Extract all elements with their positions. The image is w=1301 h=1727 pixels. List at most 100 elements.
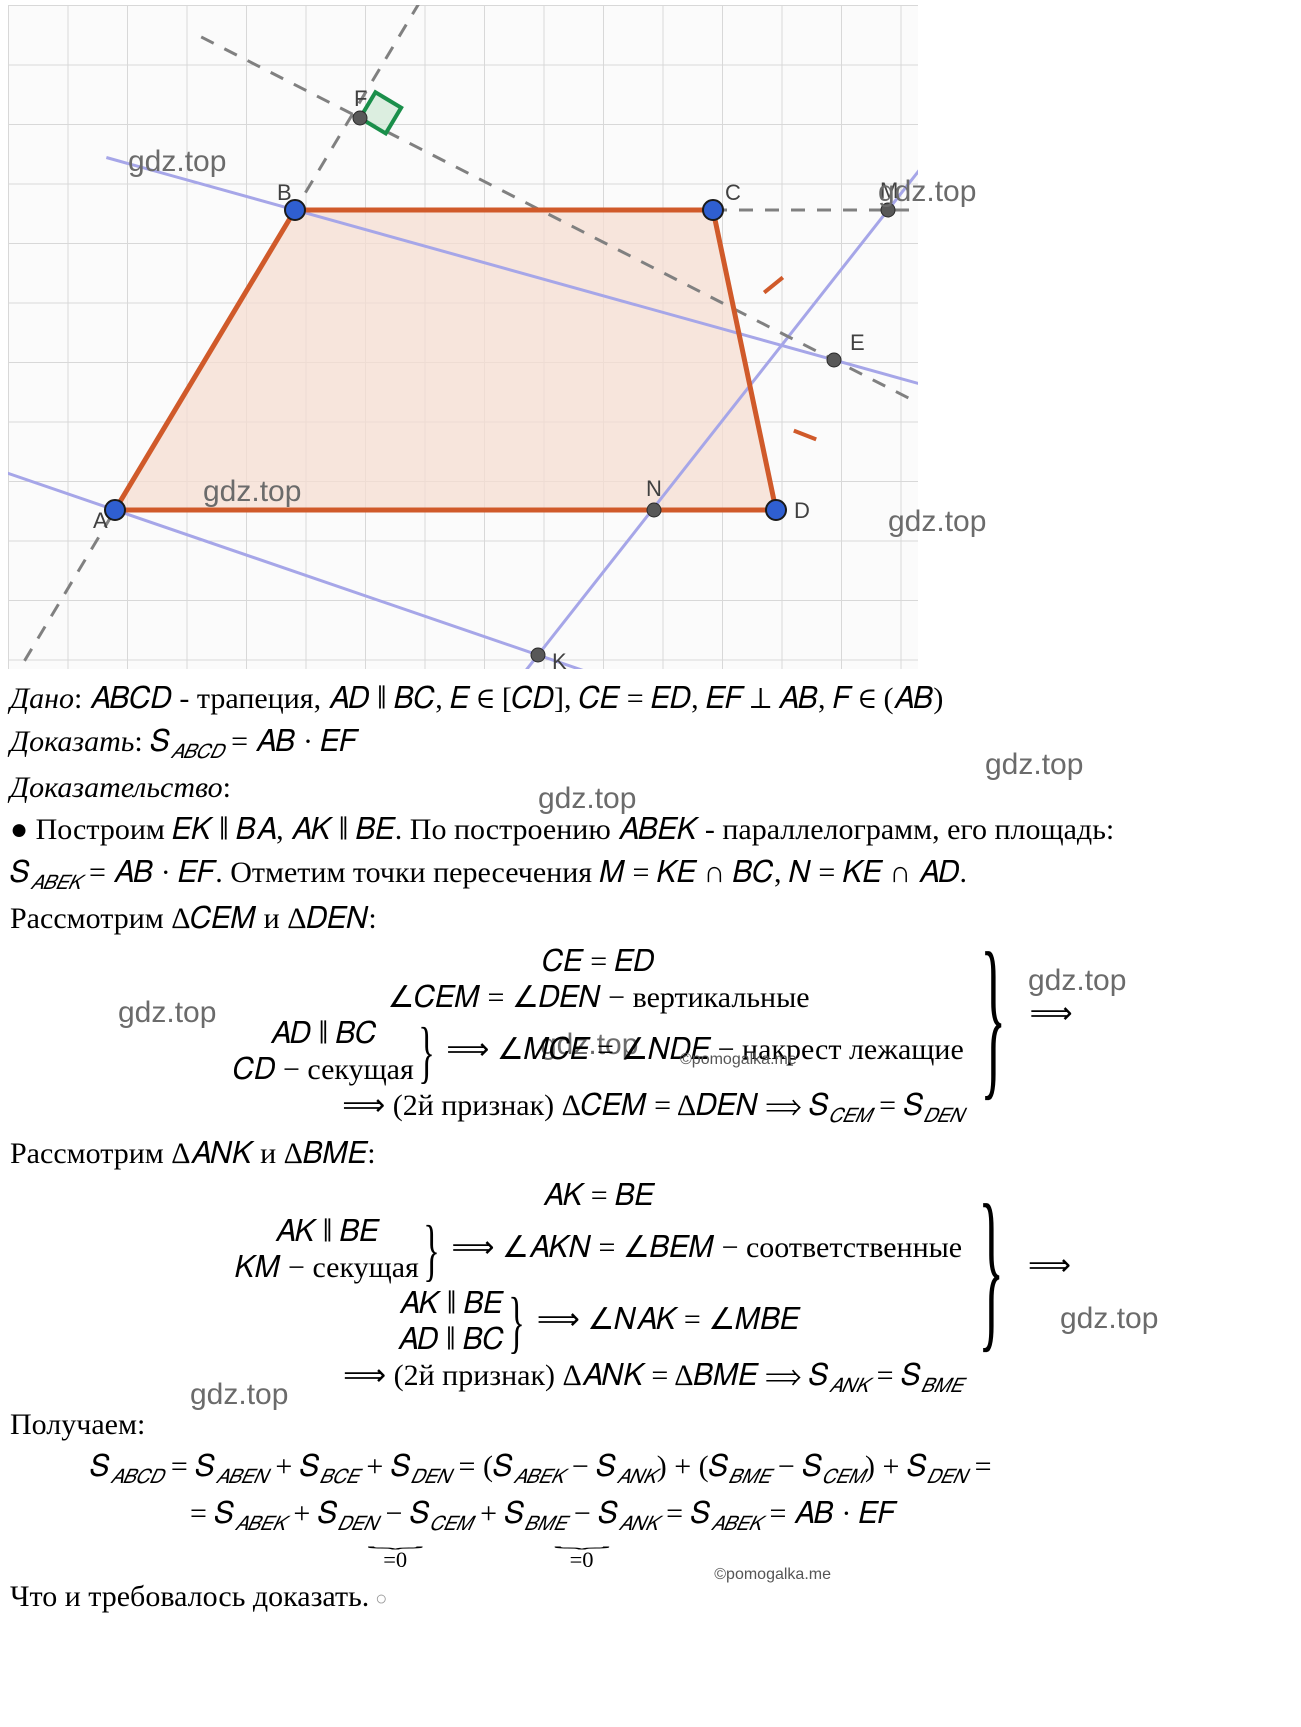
- svg-text:M: M: [880, 178, 898, 203]
- brace-icon: }: [423, 1219, 440, 1281]
- ub2s2: 𝐴𝑁𝐾: [618, 1514, 658, 1535]
- final-line2: = 𝑆𝐴𝐵𝐸𝐾 + 𝑆𝐷𝐸𝑁 − 𝑆𝐶𝐸𝑀 ⏟ =0 + 𝑆𝐵𝑀𝐸 − 𝑆𝐴𝑁𝐾…: [10, 1494, 1296, 1575]
- fl-i: =: [967, 1450, 991, 1483]
- b1-inner-l1: 𝐴𝐷 ∥ 𝐵𝐶: [233, 1016, 414, 1052]
- ub2m: − 𝑆: [566, 1497, 618, 1530]
- proof-label: Доказательство: [10, 771, 223, 804]
- consider-cem-den: Рассмотрим Δ𝐶𝐸𝑀 и Δ𝐷𝐸𝑁:: [10, 899, 1296, 940]
- fl-f: ) + (𝑆: [657, 1450, 729, 1483]
- prove-suffix: = 𝐴𝐵 · 𝐸𝐹: [224, 725, 358, 758]
- implies-icon: ⟹: [1022, 997, 1073, 1030]
- fl-s7: 𝐵𝑀𝐸: [729, 1467, 771, 1488]
- brace-icon: }: [978, 1196, 1004, 1340]
- b1-l2: ∠𝐶𝐸𝑀 = ∠𝐷𝐸𝑁 − вертикальные: [233, 980, 963, 1016]
- copyright-text: ©pomogalka.me: [714, 1564, 831, 1586]
- given-body: : 𝐴𝐵𝐶𝐷 - трапеция, 𝐴𝐷 ∥ 𝐵𝐶, 𝐸 ∈ [𝐶𝐷], 𝐶𝐸…: [74, 682, 943, 715]
- fl2-d: = 𝐴𝐵 · 𝐸𝐹: [762, 1497, 896, 1530]
- underbrace-icon: ⏟: [312, 1539, 851, 1544]
- b1-conc-s1: 𝐶𝐸𝑀: [829, 1106, 872, 1127]
- fl-s5: 𝐴𝐵𝐸𝐾: [513, 1467, 564, 1488]
- given-label: Дано: [10, 682, 74, 715]
- fl2-a: +: [286, 1497, 318, 1530]
- b2-i2-res: ⟹ ∠𝑁𝐴𝐾 = ∠𝑀𝐵𝐸: [529, 1303, 799, 1336]
- fl-s: 𝐴𝐵𝐶𝐷: [110, 1467, 163, 1488]
- underbrace-1: 𝑆𝐷𝐸𝑁 − 𝑆𝐶𝐸𝑀 ⏟ =0: [318, 1494, 473, 1575]
- proof-colon: :: [223, 771, 231, 804]
- b1-l1: 𝐶𝐸 = 𝐸𝐷: [233, 944, 963, 980]
- qed-icon: ○: [375, 1588, 387, 1610]
- fl2-b: +: [473, 1497, 505, 1530]
- fl-s3: 𝐵𝐶𝐸: [320, 1467, 359, 1488]
- fl2-s: 𝐴𝐵𝐸𝐾: [234, 1514, 285, 1535]
- b2-conc-s2: 𝐵𝑀𝐸: [921, 1376, 963, 1397]
- fl-pre: 𝑆: [90, 1450, 110, 1483]
- qed-line: Что и требовалось доказать. ○: [10, 1577, 1296, 1618]
- fl-g: − 𝑆: [770, 1450, 822, 1483]
- svg-text:A: A: [93, 508, 108, 533]
- brace-icon: }: [980, 944, 1006, 1088]
- b2-conc-m: = 𝑆: [869, 1359, 921, 1392]
- b2-i1-l2: 𝐾𝑀 − секущая: [235, 1250, 419, 1286]
- qed-text: Что и требовалось доказать.: [10, 1580, 369, 1613]
- ub2s1: 𝐵𝑀𝐸: [525, 1514, 567, 1535]
- b1-conc-m: = 𝑆: [872, 1089, 924, 1122]
- svg-text:C: C: [725, 180, 741, 205]
- b2-l1: 𝐴𝐾 = 𝐵𝐸: [235, 1178, 962, 1214]
- ub1s1: 𝐷𝐸𝑁: [338, 1514, 378, 1535]
- fl-a: = 𝑆: [163, 1450, 215, 1483]
- diagram-svg: ABCDEFMNK: [8, 5, 918, 669]
- svg-text:D: D: [794, 498, 810, 523]
- proof-label-line: Доказательство:: [10, 768, 1296, 809]
- result-label: Получаем:: [10, 1405, 1296, 1446]
- fl-s6: 𝐴𝑁𝐾: [616, 1467, 656, 1488]
- page-container: ABCDEFMNK gdz.top gdz.top gdz.top gdz.to…: [0, 5, 1301, 1630]
- s-post: = 𝐴𝐵 · 𝐸𝐹. Отметим точки пересечения 𝑀 =…: [81, 856, 967, 889]
- ub1s2: 𝐶𝐸𝑀: [430, 1514, 473, 1535]
- copyright-text: ©pomogalka.me: [680, 1049, 797, 1071]
- final-line1: 𝑆𝐴𝐵𝐶𝐷 = 𝑆𝐴𝐵𝐸𝑁 + 𝑆𝐵𝐶𝐸 + 𝑆𝐷𝐸𝑁 = (𝑆𝐴𝐵𝐸𝐾 − 𝑆…: [10, 1447, 1296, 1491]
- b1-inner-l2: 𝐶𝐷 − секущая: [233, 1052, 414, 1088]
- fl2-pre: = 𝑆: [190, 1497, 234, 1530]
- b2-i2-l2: 𝐴𝐷 ∥ 𝐵𝐶: [398, 1322, 505, 1358]
- fl-s9: 𝐷𝐸𝑁: [927, 1467, 967, 1488]
- b2-conclusion: ⟹ (2й признак) Δ𝐴𝑁𝐾 = Δ𝐵𝑀𝐸 ⟹ 𝑆𝐴𝑁𝐾 = 𝑆𝐵𝑀𝐸: [10, 1356, 1296, 1400]
- ub2-lab: =0: [505, 1545, 659, 1575]
- fl2-c: = 𝑆: [659, 1497, 711, 1530]
- b2-conc: ⟹ (2й признак) Δ𝐴𝑁𝐾 = Δ𝐵𝑀𝐸 ⟹ 𝑆: [343, 1359, 829, 1392]
- prove-prefix: : 𝑆: [134, 725, 170, 758]
- underbrace-2: 𝑆𝐵𝑀𝐸 − 𝑆𝐴𝑁𝐾 ⏟ =0: [505, 1494, 659, 1575]
- b2-conc-s1: 𝐴𝑁𝐾: [829, 1376, 869, 1397]
- brace-block-1: 𝐶𝐸 = 𝐸𝐷 ∠𝐶𝐸𝑀 = ∠𝐷𝐸𝑁 − вертикальные 𝐴𝐷 ∥ …: [10, 944, 1296, 1088]
- brace-block-2: 𝐴𝐾 = 𝐵𝐸 𝐴𝐾 ∥ 𝐵𝐸 𝐾𝑀 − секущая } ⟹ ∠𝐴𝐾𝑁 = …: [10, 1178, 1296, 1358]
- proof-text: gdz.top gdz.top gdz.top gdz.top gdz.top …: [0, 679, 1301, 1630]
- b2-i1-l1: 𝐴𝐾 ∥ 𝐵𝐸: [235, 1214, 419, 1250]
- brace-icon: }: [509, 1291, 526, 1353]
- fl2-s2: 𝐴𝐵𝐸𝐾: [711, 1514, 762, 1535]
- b2-i2-l1: 𝐴𝐾 ∥ 𝐵𝐸: [398, 1286, 505, 1322]
- consider-ank-bme: Рассмотрим Δ𝐴𝑁𝐾 и Δ𝐵𝑀𝐸:: [10, 1134, 1296, 1175]
- ub2p: 𝑆: [505, 1497, 525, 1530]
- step1b: 𝑆𝐴𝐵𝐸𝐾 = 𝐴𝐵 · 𝐸𝐹. Отметим точки пересечен…: [10, 853, 1296, 897]
- ub1m: − 𝑆: [378, 1497, 430, 1530]
- fl-d: = (𝑆: [451, 1450, 513, 1483]
- geometry-diagram: ABCDEFMNK gdz.top gdz.top gdz.top gdz.to…: [8, 5, 918, 669]
- fl-s8: 𝐶𝐸𝑀: [822, 1467, 865, 1488]
- svg-text:K: K: [552, 649, 567, 669]
- b1-conc-s2: 𝐷𝐸𝑁: [924, 1106, 964, 1127]
- prove-label: Доказать: [10, 725, 134, 758]
- svg-text:B: B: [277, 180, 292, 205]
- prove-line: Доказать: 𝑆𝐴𝐵𝐶𝐷 = 𝐴𝐵 · 𝐸𝐹: [10, 722, 1296, 766]
- step1: Построим 𝐸𝐾 ∥ 𝐵𝐴, 𝐴𝐾 ∥ 𝐵𝐸. По построению…: [10, 810, 1296, 851]
- fl-h: ) + 𝑆: [865, 1450, 927, 1483]
- svg-text:F: F: [354, 86, 367, 111]
- brace-icon: }: [418, 1021, 435, 1083]
- fl-c: + 𝑆: [359, 1450, 411, 1483]
- b1-conc: ⟹ (2й признак) Δ𝐶𝐸𝑀 = Δ𝐷𝐸𝑁 ⟹ 𝑆: [342, 1089, 829, 1122]
- s: 𝑆: [10, 856, 30, 889]
- svg-text:N: N: [646, 476, 662, 501]
- fl-b: + 𝑆: [268, 1450, 320, 1483]
- b2-i1-res: ⟹ ∠𝐴𝐾𝑁 = ∠𝐵𝐸𝑀 − соответственные: [444, 1231, 962, 1264]
- fl-e: − 𝑆: [564, 1450, 616, 1483]
- implies-icon: ⟹: [1021, 1249, 1072, 1282]
- prove-sub: 𝐴𝐵𝐶𝐷: [170, 742, 223, 763]
